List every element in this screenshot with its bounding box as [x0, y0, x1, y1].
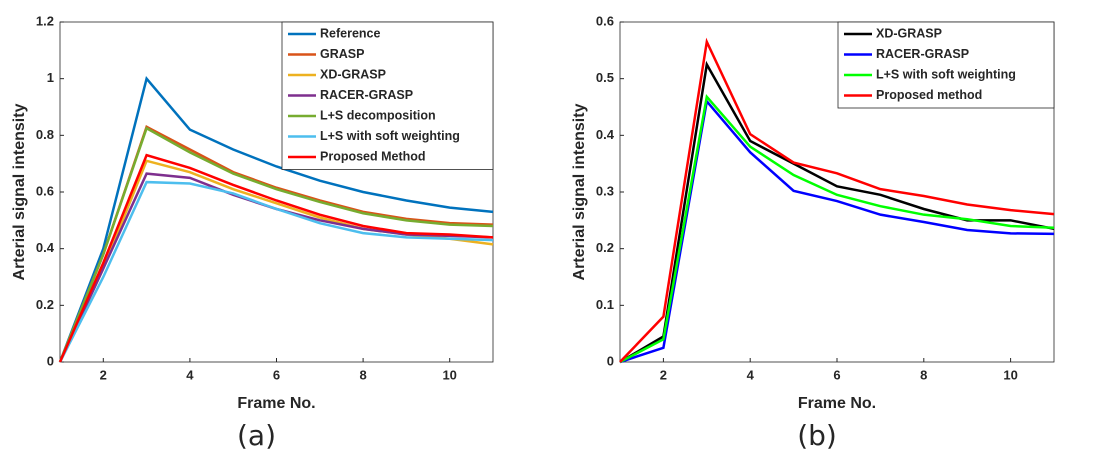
legend-label: GRASP: [320, 47, 364, 61]
y-tick-label: 0.5: [596, 70, 614, 85]
y-tick-label: 0: [607, 353, 614, 368]
y-tick-label: 1.2: [36, 13, 54, 28]
legend-label: L+S with soft weighting: [876, 67, 1016, 81]
legend-label: Proposed method: [876, 88, 982, 102]
x-tick-label: 2: [100, 367, 107, 382]
y-axis-label: Arterial signal intensity: [11, 103, 28, 280]
legend-box: [281, 21, 494, 170]
series-line: [619, 94, 1055, 364]
x-tick-label: 4: [747, 367, 755, 382]
legend-label: Proposed Method: [320, 149, 426, 163]
legend-label: Reference: [320, 26, 380, 40]
legend-label: L+S decomposition: [320, 108, 436, 122]
legend-label: L+S with soft weighting: [320, 129, 460, 143]
y-tick-label: 0: [47, 353, 54, 368]
caption: (b): [797, 419, 837, 452]
y-tick-label: 0.3: [596, 183, 614, 198]
series-line: [58, 76, 494, 363]
legend: XD-GRASP RACER-GRASP L+S with soft weighti…: [837, 21, 1055, 109]
legend-box: [837, 21, 1055, 109]
x-tick-label: 8: [920, 367, 927, 382]
y-tick-label: 1: [47, 70, 54, 85]
x-tick-label: 10: [442, 367, 456, 382]
y-tick-label: 0.4: [596, 127, 615, 142]
legend: Reference GRASP XD-GRASP RACER-GRASP L+S dec…: [281, 21, 494, 170]
series-line: [58, 126, 494, 363]
x-tick-label: 8: [359, 367, 366, 382]
y-tick-label: 0.1: [596, 297, 614, 312]
y-tick-label: 0.6: [36, 183, 54, 198]
legend-label: XD-GRASP: [876, 26, 942, 40]
x-axis-label: Frame No.: [798, 395, 876, 412]
series-line: [619, 37, 1055, 363]
x-tick-label: 4: [186, 367, 194, 382]
caption: (a): [237, 419, 276, 452]
y-tick-label: 0.4: [36, 240, 55, 255]
y-axis-label: Arterial signal intensity: [571, 103, 588, 280]
series-line: [58, 180, 494, 363]
x-tick-label: 6: [273, 367, 280, 382]
y-tick-label: 0.6: [596, 13, 614, 28]
series-line: [58, 153, 494, 363]
x-tick-label: 10: [1003, 367, 1017, 382]
x-tick-label: 6: [833, 367, 840, 382]
y-tick-label: 0.2: [596, 240, 614, 255]
x-axis-label: Frame No.: [237, 395, 315, 412]
legend-label: XD-GRASP: [320, 67, 386, 81]
y-tick-label: 0.2: [36, 297, 54, 312]
legend-label: RACER-GRASP: [876, 47, 969, 61]
legend-label: RACER-GRASP: [320, 88, 413, 102]
y-tick-label: 0.8: [36, 127, 54, 142]
x-tick-label: 2: [660, 367, 667, 382]
